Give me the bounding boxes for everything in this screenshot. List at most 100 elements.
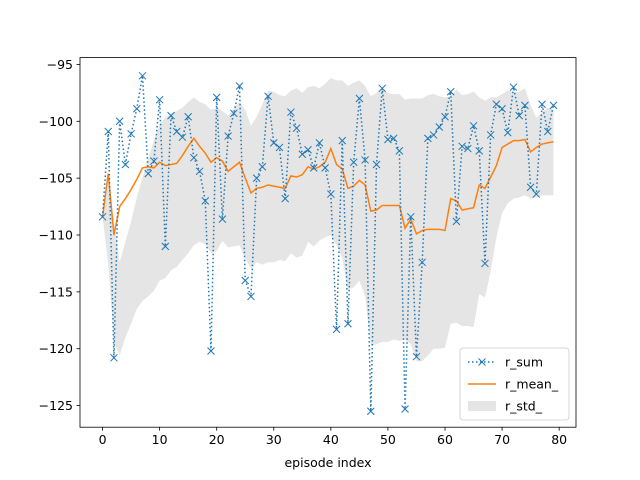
x-tick-label: 20 [209,432,225,447]
sum-point [549,101,558,110]
x-axis-title: episode index [284,455,371,470]
legend-label-r-mean: r_mean_ [505,377,559,392]
sum-point [361,156,369,164]
sum-point [241,276,250,285]
std-band [102,78,554,362]
sum-point [281,194,290,203]
sum-point [515,111,524,120]
sum-point [309,164,318,172]
mean-line [101,137,554,236]
std-band-layer [102,78,554,362]
sum-point [195,167,204,176]
sum-point [167,111,175,120]
x-tick-label: 80 [551,432,567,447]
sum-point [446,87,455,96]
sum-point [235,82,244,90]
sum-point [315,139,324,147]
sum-point [481,259,489,268]
sum-point [435,123,444,131]
sum-point [543,127,552,136]
sum-point [229,109,238,118]
legend-label-r-std: r_std_ [505,399,543,414]
x-tick-label: 0 [99,432,107,447]
sum-point [349,158,358,167]
sum-point [258,162,267,171]
x-tick-label: 40 [323,432,339,447]
sum-point [104,127,113,136]
sum-point [161,242,170,251]
x-tick-label: 60 [437,432,453,447]
sum-point [429,131,438,139]
sum-point [526,183,535,192]
sum-point [452,217,461,226]
plot-frame [79,57,577,428]
sum-point [395,146,404,155]
sum-point [98,212,107,221]
sum-point [441,112,449,121]
sum-point [292,124,301,132]
sum-point [138,71,147,80]
sum-point [521,101,529,110]
sum-point [224,132,232,140]
y-tick-label: −110 [39,228,73,243]
sum-point [150,157,158,165]
sum-point [412,352,421,361]
sum-point [538,100,546,109]
x-tick-label: 10 [152,432,168,447]
sum-point [184,112,193,121]
legend-x-marker [478,358,486,366]
sum-point [458,142,466,151]
sum-point [178,133,187,142]
sum-point [355,94,364,103]
sum-point [132,104,141,113]
sum-point [207,347,215,355]
legend-swatch-r-std [468,401,496,411]
sum-point [327,190,335,198]
sum-point [155,95,164,104]
sum-point [509,83,518,92]
y-tick-label: −100 [39,114,73,129]
sum-point [115,117,124,126]
sum-point [498,104,506,113]
x-tick-label: 30 [266,432,282,447]
sum-point [121,160,130,169]
y-axis: −125 −120 −115 −110 −105 −100 −95 [39,57,80,413]
legend-label-r-sum: r_sum [505,355,543,370]
sum-series-layer [98,71,558,416]
sum-point [389,134,398,143]
y-tick-label: −105 [39,171,73,186]
sum-point [344,319,352,328]
y-tick-label: −125 [39,398,73,413]
sum-point [486,131,495,139]
sum-point [503,128,512,137]
sum-point [201,197,210,205]
y-tick-label: −95 [47,57,73,72]
mean-line-layer [101,137,554,236]
sum-point [321,164,329,172]
sum-point [406,212,415,221]
sum-point [469,121,478,130]
x-tick-label: 50 [380,432,396,447]
sum-point [212,93,221,102]
sum-point [275,143,284,152]
sum-point [252,174,261,183]
sum-point [532,190,541,198]
legend: r_sum r_mean_ r_std_ [459,347,570,421]
sum-point [287,108,295,117]
sum-point [378,84,387,93]
sum-point [144,169,153,178]
y-tick-label: −115 [39,284,73,299]
sum-point [264,92,272,101]
sum-point [492,100,501,109]
sum-point [218,215,227,223]
sum-point [110,353,118,362]
sum-point [424,134,432,143]
legend-marker-r-sum [478,358,486,366]
sum-point [247,292,255,301]
sum-point [332,325,341,334]
x-axis: 0 10 20 30 40 50 60 70 80 [99,427,567,447]
sum-point [298,150,307,159]
sum-point [418,258,427,267]
sum-point [366,407,375,416]
